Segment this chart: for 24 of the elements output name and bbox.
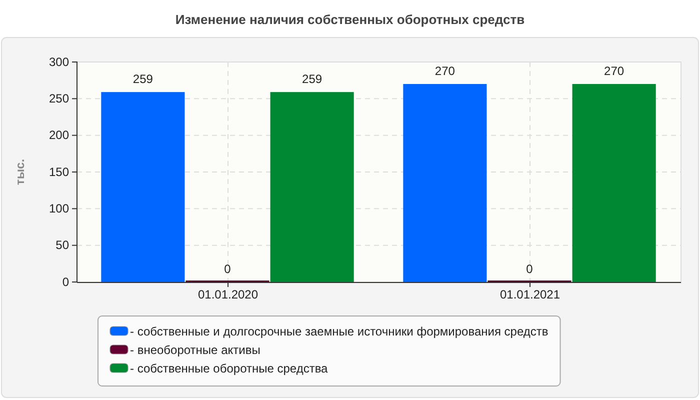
x-tick-label: 01.01.2021 [500, 288, 560, 302]
bar [101, 92, 185, 282]
legend-label: - собственные и долгосрочные заемные источники формирования средств [130, 324, 548, 338]
data-label: 270 [604, 64, 624, 78]
data-label: 0 [224, 262, 232, 276]
chart-title: Изменение наличия собственных оборотных средств [175, 12, 525, 27]
data-label: 259 [302, 72, 322, 86]
bar [270, 92, 354, 282]
y-tick-label: 100 [48, 202, 70, 216]
legend-label: - внеоборотные активы [130, 343, 260, 357]
data-label: 270 [434, 64, 456, 78]
data-label: 0 [526, 262, 534, 276]
y-tick-label: 200 [48, 128, 70, 142]
y-tick-label: 50 [56, 238, 70, 252]
legend-label: - собственные оборотные средства [130, 362, 328, 376]
y-tick-label: 250 [48, 92, 70, 106]
x-tick-label: 01.01.2020 [198, 288, 258, 302]
y-axis-title: тыс. [13, 158, 27, 186]
data-label: 259 [132, 72, 154, 86]
bar [403, 84, 487, 282]
y-tick-label: 150 [48, 164, 70, 179]
y-tick-label: 300 [48, 54, 70, 69]
y-tick-label: 0 [62, 274, 70, 289]
bar [572, 84, 656, 282]
